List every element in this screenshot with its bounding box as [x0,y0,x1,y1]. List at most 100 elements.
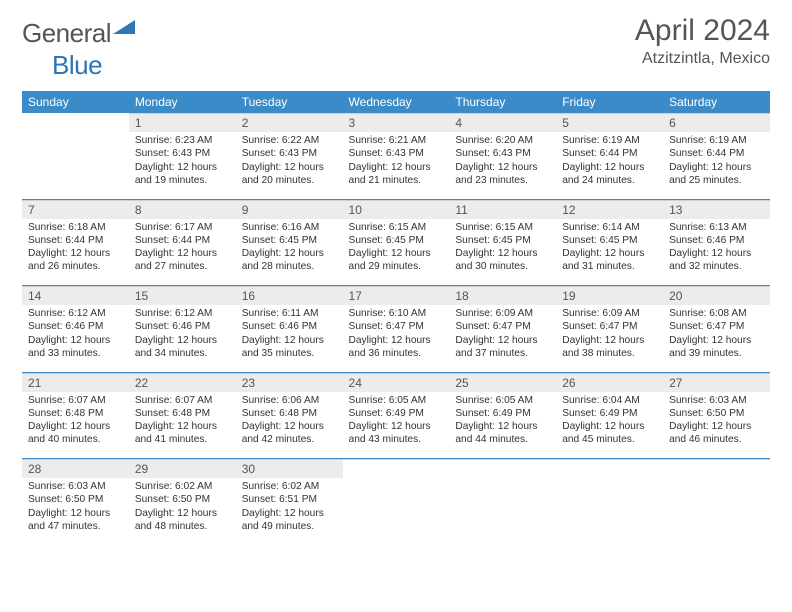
day-body: Sunrise: 6:03 AMSunset: 6:50 PMDaylight:… [22,478,129,537]
day-body: Sunrise: 6:11 AMSunset: 6:46 PMDaylight:… [236,305,343,364]
sunrise-text: Sunrise: 6:03 AM [28,480,123,493]
sunset-text: Sunset: 6:44 PM [28,234,123,247]
day-body: Sunrise: 6:08 AMSunset: 6:47 PMDaylight:… [663,305,770,364]
day-cell: 26Sunrise: 6:04 AMSunset: 6:49 PMDayligh… [556,373,663,459]
sunset-text: Sunset: 6:47 PM [669,320,764,333]
day-cell: 30Sunrise: 6:02 AMSunset: 6:51 PMDayligh… [236,459,343,545]
daylight-text: Daylight: 12 hours and 44 minutes. [455,420,550,447]
day-number: 2 [236,113,343,132]
day-number: 1 [129,113,236,132]
sunset-text: Sunset: 6:43 PM [349,147,444,160]
day-body: Sunrise: 6:06 AMSunset: 6:48 PMDaylight:… [236,392,343,451]
sunrise-text: Sunrise: 6:04 AM [562,394,657,407]
day-cell: 9Sunrise: 6:16 AMSunset: 6:45 PMDaylight… [236,200,343,286]
sunset-text: Sunset: 6:44 PM [135,234,230,247]
daylight-text: Daylight: 12 hours and 45 minutes. [562,420,657,447]
daylight-text: Daylight: 12 hours and 36 minutes. [349,334,444,361]
day-cell: 14Sunrise: 6:12 AMSunset: 6:46 PMDayligh… [22,286,129,372]
day-body: Sunrise: 6:09 AMSunset: 6:47 PMDaylight:… [556,305,663,364]
sunrise-text: Sunrise: 6:12 AM [28,307,123,320]
sunrise-text: Sunrise: 6:08 AM [669,307,764,320]
day-body: Sunrise: 6:22 AMSunset: 6:43 PMDaylight:… [236,132,343,191]
daylight-text: Daylight: 12 hours and 49 minutes. [242,507,337,534]
sunrise-text: Sunrise: 6:21 AM [349,134,444,147]
sunrise-text: Sunrise: 6:06 AM [242,394,337,407]
day-number: 15 [129,286,236,305]
day-cell: 11Sunrise: 6:15 AMSunset: 6:45 PMDayligh… [449,200,556,286]
sunrise-text: Sunrise: 6:05 AM [455,394,550,407]
sunrise-text: Sunrise: 6:16 AM [242,221,337,234]
daylight-text: Daylight: 12 hours and 21 minutes. [349,161,444,188]
week-row: 7Sunrise: 6:18 AMSunset: 6:44 PMDaylight… [22,200,770,286]
day-cell [343,459,450,545]
daylight-text: Daylight: 12 hours and 39 minutes. [669,334,764,361]
day-body: Sunrise: 6:19 AMSunset: 6:44 PMDaylight:… [663,132,770,191]
day-number: 20 [663,286,770,305]
day-cell: 19Sunrise: 6:09 AMSunset: 6:47 PMDayligh… [556,286,663,372]
sunrise-text: Sunrise: 6:20 AM [455,134,550,147]
sunrise-text: Sunrise: 6:09 AM [562,307,657,320]
day-body: Sunrise: 6:05 AMSunset: 6:49 PMDaylight:… [343,392,450,451]
sunset-text: Sunset: 6:44 PM [669,147,764,160]
day-body: Sunrise: 6:12 AMSunset: 6:46 PMDaylight:… [22,305,129,364]
daylight-text: Daylight: 12 hours and 46 minutes. [669,420,764,447]
day-cell: 18Sunrise: 6:09 AMSunset: 6:47 PMDayligh… [449,286,556,372]
sunset-text: Sunset: 6:50 PM [669,407,764,420]
daylight-text: Daylight: 12 hours and 37 minutes. [455,334,550,361]
weekday-header: Sunday [22,91,129,113]
logo-text-2: Blue [52,50,102,80]
daylight-text: Daylight: 12 hours and 20 minutes. [242,161,337,188]
day-body: Sunrise: 6:02 AMSunset: 6:50 PMDaylight:… [129,478,236,537]
day-number: 5 [556,113,663,132]
day-number: 18 [449,286,556,305]
day-body: Sunrise: 6:07 AMSunset: 6:48 PMDaylight:… [22,392,129,451]
day-number [343,459,450,464]
title-block: April 2024 Atzitzintla, Mexico [635,14,770,68]
daylight-text: Daylight: 12 hours and 30 minutes. [455,247,550,274]
day-number: 26 [556,373,663,392]
day-body: Sunrise: 6:15 AMSunset: 6:45 PMDaylight:… [449,219,556,278]
weekday-header: Thursday [449,91,556,113]
sunrise-text: Sunrise: 6:23 AM [135,134,230,147]
weekday-header: Wednesday [343,91,450,113]
weekday-header: Monday [129,91,236,113]
day-body: Sunrise: 6:16 AMSunset: 6:45 PMDaylight:… [236,219,343,278]
sunset-text: Sunset: 6:48 PM [242,407,337,420]
day-number: 10 [343,200,450,219]
sunrise-text: Sunrise: 6:15 AM [349,221,444,234]
month-title: April 2024 [635,14,770,48]
day-body: Sunrise: 6:17 AMSunset: 6:44 PMDaylight:… [129,219,236,278]
day-body: Sunrise: 6:18 AMSunset: 6:44 PMDaylight:… [22,219,129,278]
sunrise-text: Sunrise: 6:17 AM [135,221,230,234]
day-cell [556,459,663,545]
sunset-text: Sunset: 6:48 PM [135,407,230,420]
day-body: Sunrise: 6:05 AMSunset: 6:49 PMDaylight:… [449,392,556,451]
sunset-text: Sunset: 6:50 PM [28,493,123,506]
day-body: Sunrise: 6:15 AMSunset: 6:45 PMDaylight:… [343,219,450,278]
daylight-text: Daylight: 12 hours and 31 minutes. [562,247,657,274]
day-number: 28 [22,459,129,478]
day-cell: 17Sunrise: 6:10 AMSunset: 6:47 PMDayligh… [343,286,450,372]
day-number: 3 [343,113,450,132]
daylight-text: Daylight: 12 hours and 42 minutes. [242,420,337,447]
day-number: 29 [129,459,236,478]
sunrise-text: Sunrise: 6:22 AM [242,134,337,147]
day-cell: 24Sunrise: 6:05 AMSunset: 6:49 PMDayligh… [343,373,450,459]
day-cell: 10Sunrise: 6:15 AMSunset: 6:45 PMDayligh… [343,200,450,286]
daylight-text: Daylight: 12 hours and 32 minutes. [669,247,764,274]
sunset-text: Sunset: 6:49 PM [455,407,550,420]
sunset-text: Sunset: 6:43 PM [135,147,230,160]
sunset-text: Sunset: 6:45 PM [349,234,444,247]
calendar-head: SundayMondayTuesdayWednesdayThursdayFrid… [22,91,770,113]
day-number: 25 [449,373,556,392]
sunset-text: Sunset: 6:47 PM [562,320,657,333]
day-body: Sunrise: 6:07 AMSunset: 6:48 PMDaylight:… [129,392,236,451]
week-row: 21Sunrise: 6:07 AMSunset: 6:48 PMDayligh… [22,373,770,459]
week-row: 1Sunrise: 6:23 AMSunset: 6:43 PMDaylight… [22,113,770,199]
sunrise-text: Sunrise: 6:05 AM [349,394,444,407]
day-cell: 27Sunrise: 6:03 AMSunset: 6:50 PMDayligh… [663,373,770,459]
day-number: 7 [22,200,129,219]
day-body: Sunrise: 6:21 AMSunset: 6:43 PMDaylight:… [343,132,450,191]
day-body: Sunrise: 6:10 AMSunset: 6:47 PMDaylight:… [343,305,450,364]
day-number: 14 [22,286,129,305]
